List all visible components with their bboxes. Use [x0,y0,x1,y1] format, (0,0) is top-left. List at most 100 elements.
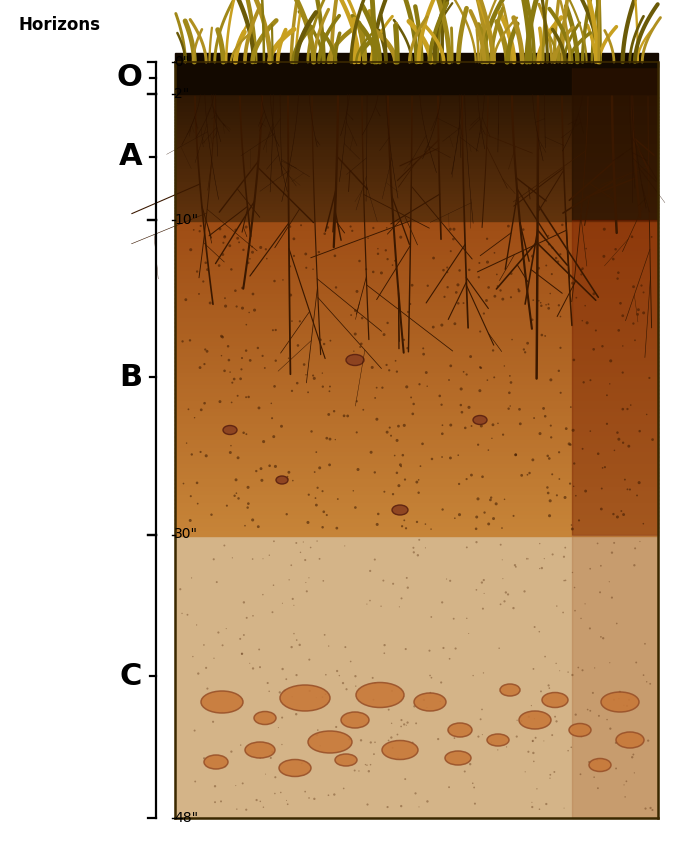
Point [544,451,555,465]
Point [266,397,277,411]
Point [505,376,516,389]
Point [216,348,227,362]
Point [196,403,207,416]
Point [615,297,626,310]
Point [401,380,412,394]
Point [474,384,485,398]
Point [478,666,489,680]
Point [418,342,429,355]
Point [193,287,205,301]
Point [384,421,395,434]
Point [350,679,361,693]
Point [209,779,221,793]
Point [202,263,213,276]
Point [483,517,494,530]
Point [418,693,429,706]
Point [390,354,401,367]
Point [577,442,588,456]
Point [520,345,531,359]
Point [244,306,255,320]
Point [486,735,497,749]
Point [475,712,487,726]
Point [528,411,539,425]
Bar [175,147,658,151]
Point [202,682,213,695]
Point [425,686,436,700]
Bar [175,479,658,484]
Point [465,350,476,364]
Point [437,427,448,440]
Point [505,291,516,304]
Point [499,492,510,506]
Point [541,298,552,312]
Bar [175,377,658,382]
Point [291,668,302,682]
Bar [175,94,658,98]
Point [613,324,624,337]
Point [401,571,412,585]
Point [562,666,574,679]
Point [226,439,237,452]
Point [436,318,448,332]
Point [388,577,399,591]
Point [543,229,554,242]
Point [503,402,514,416]
Point [459,421,470,434]
Point [550,710,561,723]
Bar [175,326,658,331]
Bar [175,106,658,110]
Bar [175,420,658,425]
Point [324,458,335,472]
Point [476,419,487,433]
Point [454,264,465,277]
Point [516,468,528,482]
Point [291,633,302,647]
Bar [175,381,658,386]
Ellipse shape [279,760,311,777]
Bar [175,475,658,480]
Point [399,513,410,527]
Point [500,586,512,599]
Bar [175,207,658,211]
Bar [175,318,658,323]
Point [391,365,402,378]
Point [456,382,467,396]
Bar [175,503,658,508]
Point [315,333,326,347]
Point [557,606,569,620]
Point [410,786,421,800]
Bar [175,515,658,519]
Point [223,354,235,367]
Point [369,466,380,479]
Point [219,760,230,774]
Point [395,460,406,473]
Point [452,449,464,462]
Bar [175,393,658,398]
Point [260,242,271,256]
Bar [175,342,658,347]
Point [394,600,405,614]
Bar [175,487,658,492]
Bar [175,270,658,275]
Point [478,573,489,586]
Bar [175,259,658,264]
Point [596,502,607,516]
Point [231,802,242,816]
Point [543,298,554,311]
Point [557,218,568,232]
Bar [175,496,658,500]
Point [492,416,503,430]
Point [585,621,596,635]
Bar [175,191,658,196]
Point [303,386,314,400]
Point [489,246,500,259]
Point [522,468,533,482]
Ellipse shape [280,685,330,711]
Point [495,598,506,611]
Bar [175,468,658,473]
Point [399,418,410,432]
Point [425,669,436,683]
Point [645,802,656,815]
Point [214,258,225,272]
Point [468,669,479,683]
